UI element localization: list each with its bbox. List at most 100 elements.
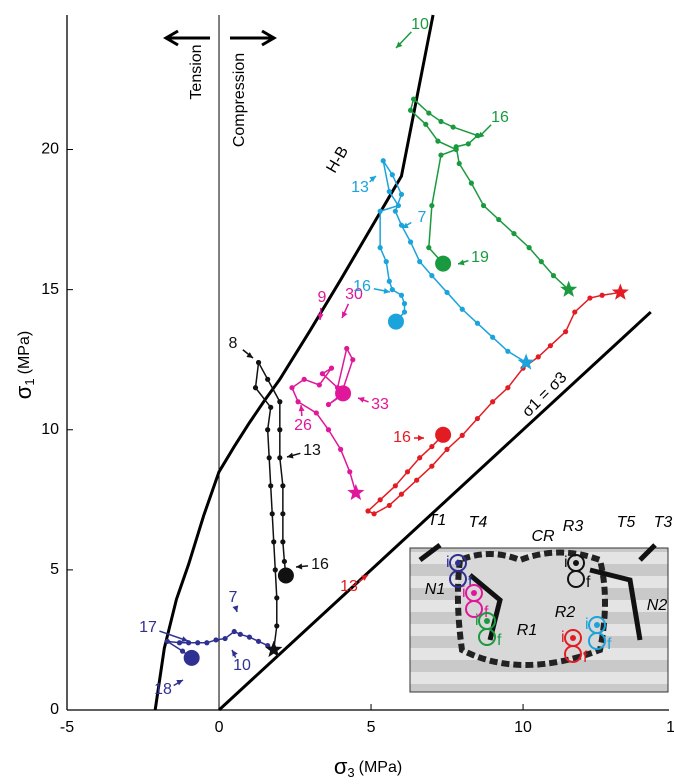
start-marker	[518, 354, 535, 370]
arrow-head	[181, 636, 188, 642]
chart: T1T4CRR3T5T3N1R2N2R1ifififififif -505101…	[0, 0, 674, 784]
point	[423, 122, 428, 127]
reference-line	[155, 15, 433, 710]
inset-final: f	[583, 649, 588, 666]
point	[399, 293, 404, 298]
point	[408, 108, 413, 113]
inset-initial: i	[446, 554, 450, 571]
point	[270, 511, 275, 516]
axis-unit: (MPa)	[16, 331, 33, 375]
point	[277, 399, 282, 404]
point	[247, 635, 252, 640]
point	[469, 181, 474, 186]
point	[539, 259, 544, 264]
annotation: 8	[229, 335, 238, 352]
point	[223, 636, 228, 641]
point	[378, 497, 383, 502]
inset-label: T4	[469, 514, 488, 531]
end-marker	[435, 427, 451, 443]
point	[282, 559, 287, 564]
point	[408, 239, 413, 244]
point	[253, 385, 258, 390]
annotation: 7	[229, 589, 238, 606]
inset-label: R2	[555, 604, 576, 621]
point	[195, 640, 200, 645]
inset-final: f	[586, 574, 591, 591]
annotation: 13	[351, 179, 369, 196]
point	[274, 595, 279, 600]
point	[390, 287, 395, 292]
point	[326, 427, 331, 432]
axis-symbol: σ	[334, 754, 348, 779]
point	[563, 329, 568, 334]
annotation: 26	[294, 417, 312, 434]
point	[274, 623, 279, 628]
y-tick-label: 0	[50, 701, 59, 718]
point	[314, 410, 319, 415]
point	[365, 508, 370, 513]
point	[505, 385, 510, 390]
point	[302, 377, 307, 382]
inset-label: N1	[425, 581, 445, 598]
x-tick-label: -5	[60, 719, 74, 736]
point	[393, 483, 398, 488]
x-tick-label: 0	[215, 719, 224, 736]
point	[271, 539, 276, 544]
point	[481, 203, 486, 208]
point	[213, 637, 218, 642]
point	[329, 366, 334, 371]
inset-dot	[455, 560, 461, 566]
x-tick-label: 15	[666, 719, 674, 736]
inset-label: R3	[563, 518, 584, 535]
point	[268, 405, 273, 410]
annotation: 9	[318, 289, 327, 306]
y-tick-label: 10	[41, 421, 59, 438]
point	[387, 189, 392, 194]
point	[295, 399, 300, 404]
point	[402, 301, 407, 306]
inset-dot	[573, 560, 579, 566]
point	[280, 483, 285, 488]
axis-symbol: σ	[11, 385, 36, 399]
point	[347, 469, 352, 474]
arrow-head	[384, 288, 390, 294]
y-tick-label: 15	[41, 281, 59, 298]
inset-label: R1	[517, 622, 537, 639]
point	[511, 231, 516, 236]
point	[378, 245, 383, 250]
point	[393, 209, 398, 214]
point	[273, 567, 278, 572]
point	[438, 153, 443, 158]
axis-subscript: 3	[347, 765, 354, 780]
arrow-head	[287, 453, 294, 459]
point	[457, 161, 462, 166]
arrow-head	[418, 435, 424, 441]
point	[384, 259, 389, 264]
inset-final: f	[468, 574, 473, 591]
point	[387, 503, 392, 508]
x-tick-label: 5	[367, 719, 376, 736]
line-label: H-B	[324, 144, 353, 176]
annotation: 17	[139, 619, 157, 636]
start-marker	[347, 484, 364, 500]
point	[338, 447, 343, 452]
point	[232, 629, 237, 634]
start-marker	[560, 281, 577, 297]
point	[417, 455, 422, 460]
point	[429, 444, 434, 449]
point	[551, 273, 556, 278]
point	[378, 209, 383, 214]
end-marker	[278, 567, 294, 583]
x-tick-label: 10	[514, 719, 532, 736]
point	[256, 360, 261, 365]
point	[572, 309, 577, 314]
trajectory	[167, 632, 273, 658]
point	[371, 511, 376, 516]
point	[429, 203, 434, 208]
point	[381, 158, 386, 163]
annotation: 7	[418, 209, 427, 226]
point	[475, 321, 480, 326]
start-marker	[612, 283, 629, 299]
point	[466, 141, 471, 146]
point	[460, 307, 465, 312]
